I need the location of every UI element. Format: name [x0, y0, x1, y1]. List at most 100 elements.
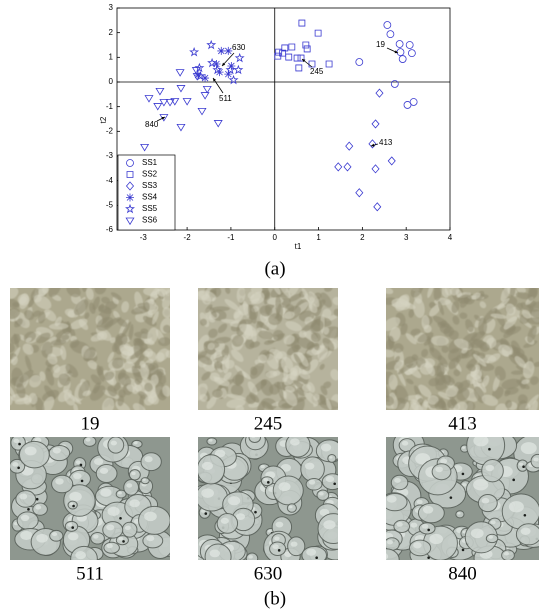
bubble-shine	[490, 520, 496, 525]
annotation: 19	[376, 40, 385, 49]
bubble-shine	[214, 449, 226, 458]
point	[387, 156, 396, 166]
texture-blob	[222, 355, 230, 374]
annotation: 245	[310, 67, 324, 76]
texture-blob	[453, 369, 461, 377]
point	[228, 74, 239, 85]
bubble-shine	[503, 551, 509, 556]
legend: SS1 SS2 SS3 SS4 SS5 SS6	[117, 154, 176, 231]
bubble-shine	[201, 509, 206, 513]
texture-blob	[420, 399, 428, 410]
bubble-shine	[508, 501, 524, 513]
texture-blob	[198, 334, 210, 352]
point	[213, 120, 223, 128]
point	[233, 64, 244, 75]
pit	[461, 472, 465, 476]
point	[191, 67, 201, 75]
bubble	[18, 440, 50, 469]
micrograph	[386, 437, 539, 560]
bubble-shine	[67, 522, 73, 527]
pit	[71, 526, 75, 529]
point	[195, 70, 206, 81]
texture-blob	[434, 400, 446, 410]
bubble-shine	[13, 438, 20, 444]
y-tick-label: 2	[109, 28, 114, 37]
texture-blob	[258, 330, 274, 340]
bubble-shine	[461, 483, 467, 487]
pit	[204, 512, 208, 515]
bubble-shine	[52, 447, 61, 454]
texture-blob	[85, 288, 94, 300]
bubble	[64, 520, 79, 532]
texture-blob	[60, 345, 67, 361]
pit	[522, 465, 525, 469]
texture-blob	[143, 301, 150, 312]
texture	[386, 288, 539, 410]
bubble	[417, 502, 445, 524]
legend-label: SS4	[142, 193, 158, 202]
texture-blob	[230, 349, 244, 362]
bubble-shine	[201, 488, 214, 498]
texture-blob	[521, 379, 530, 385]
texture-blob	[532, 361, 539, 367]
bubble	[431, 463, 452, 481]
pit	[427, 556, 430, 559]
texture-blob	[134, 384, 142, 392]
texture-blob	[269, 384, 280, 395]
bubble-shine	[35, 505, 42, 510]
texture-blob	[283, 389, 298, 407]
texture-blob	[247, 381, 258, 396]
texture-blob	[443, 326, 455, 337]
point	[355, 58, 364, 66]
texture-blob	[414, 404, 424, 410]
texture-blob	[48, 288, 61, 298]
bubble-shine	[401, 440, 409, 446]
texture-blob	[272, 288, 281, 295]
bubble-shine	[319, 491, 324, 496]
texture-blob	[427, 395, 439, 405]
texture-blob	[41, 288, 50, 294]
pit	[315, 556, 318, 560]
texture-blob	[226, 393, 246, 400]
texture-blob	[505, 303, 516, 316]
bubble-shine	[67, 532, 79, 541]
point	[207, 57, 218, 68]
texture-blob	[263, 401, 274, 410]
texture-blob	[249, 292, 262, 302]
bubble	[530, 453, 539, 469]
y-tick-label: -1	[106, 102, 114, 111]
y-tick-label: 1	[109, 52, 114, 61]
texture-blob	[418, 384, 432, 398]
bubble	[300, 456, 325, 482]
texture-blob	[289, 367, 299, 376]
bubble	[138, 505, 170, 535]
bubble-shine	[386, 539, 393, 545]
bubble-shine	[304, 462, 315, 470]
point	[398, 55, 407, 63]
x-tick-label: 3	[404, 233, 409, 242]
point	[345, 141, 354, 151]
texture-blob	[28, 297, 36, 308]
texture-blob	[165, 350, 170, 358]
texture-blob	[394, 360, 405, 371]
texture-blob	[386, 317, 401, 331]
bubble	[245, 552, 259, 560]
texture-blob	[11, 356, 18, 366]
texture-blob	[419, 362, 433, 375]
bubble	[107, 437, 125, 454]
texture-blob	[45, 367, 55, 386]
legend-label: SS5	[142, 204, 158, 213]
bubble-shine	[440, 458, 448, 464]
bubble	[90, 531, 105, 545]
point	[371, 119, 380, 129]
bubble-shine	[118, 536, 124, 541]
texture-blob	[310, 332, 321, 343]
legend-marker	[126, 193, 134, 202]
texture-blob	[289, 293, 302, 302]
point	[295, 64, 303, 72]
texture-blob	[324, 288, 333, 292]
bubble-shine	[55, 478, 64, 485]
texture-blob	[19, 369, 34, 383]
texture-blob	[10, 307, 21, 320]
texture-blob	[61, 334, 70, 341]
